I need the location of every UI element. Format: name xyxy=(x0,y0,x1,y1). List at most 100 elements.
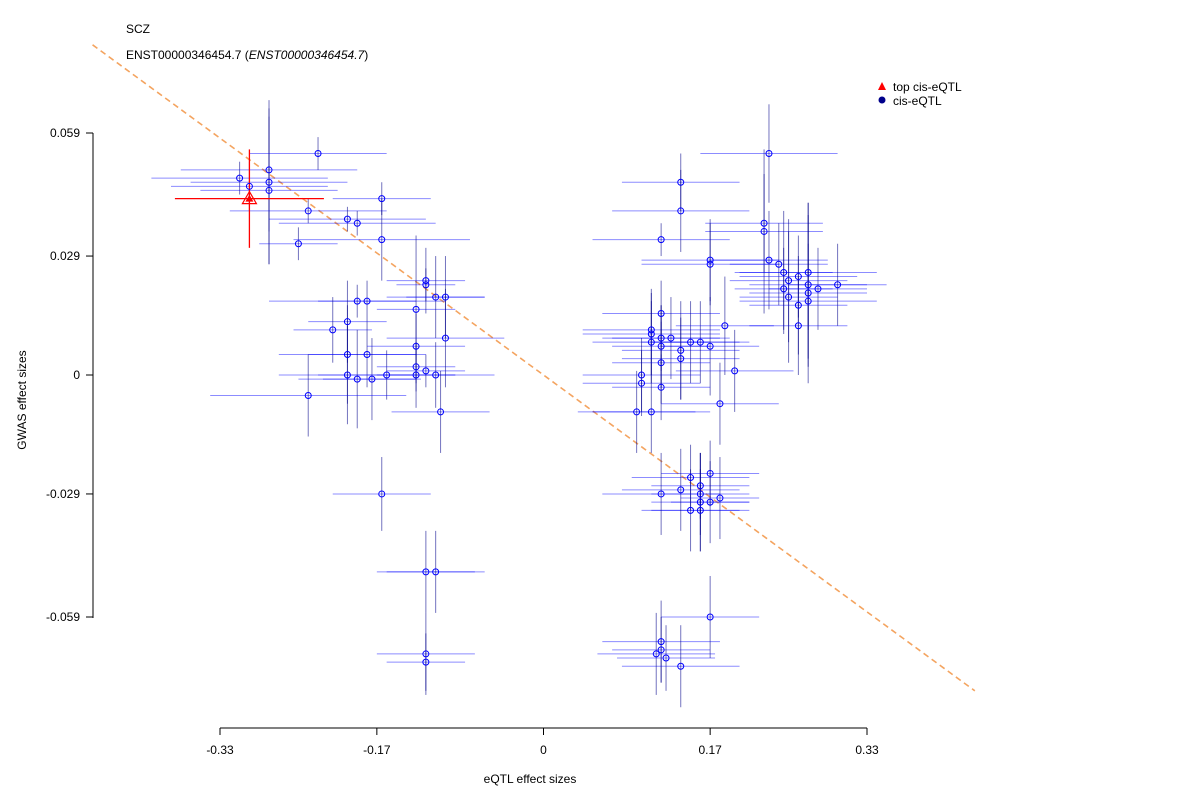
cis-eqtl-point xyxy=(378,490,386,498)
cis-eqtl-point xyxy=(441,334,449,342)
cis-eqtl-point xyxy=(706,469,714,477)
cis-eqtl-point xyxy=(760,219,768,227)
cis-eqtl-point xyxy=(804,297,812,305)
cis-eqtl-point xyxy=(765,150,773,158)
cis-eqtl-point xyxy=(265,166,273,174)
cis-eqtl-point xyxy=(794,322,802,330)
cis-eqtl-point xyxy=(422,658,430,666)
cis-eqtl-point xyxy=(265,186,273,194)
cis-eqtl-point xyxy=(696,506,704,514)
cis-eqtl-point xyxy=(353,375,361,383)
cis-eqtl-point xyxy=(378,236,386,244)
cis-eqtl-point xyxy=(422,650,430,658)
cis-eqtl-point xyxy=(657,638,665,646)
cis-eqtl-point xyxy=(814,285,822,293)
x-tick-label: 0.17 xyxy=(698,743,722,757)
cis-eqtl-point xyxy=(412,371,420,379)
cis-eqtl-point xyxy=(647,338,655,346)
cis-eqtl-point xyxy=(294,240,302,248)
cis-eqtl-point xyxy=(432,371,440,379)
cis-eqtl-point xyxy=(422,277,430,285)
cis-eqtl-point xyxy=(687,474,695,482)
cis-eqtl-point xyxy=(236,174,244,182)
cis-eqtl-point xyxy=(716,400,724,408)
cis-eqtl-point xyxy=(657,334,665,342)
cis-eqtl-point xyxy=(706,260,714,268)
cis-eqtl-point xyxy=(696,490,704,498)
y-tick-label: -0.029 xyxy=(46,487,80,501)
error-bars-layer xyxy=(151,100,887,708)
cis-eqtl-point xyxy=(314,150,322,158)
cis-eqtl-point xyxy=(804,289,812,297)
cis-eqtl-point xyxy=(662,654,670,662)
cis-eqtl-point xyxy=(353,219,361,227)
x-tick-label: 0.33 xyxy=(855,743,879,757)
legend-label-cis-eqtl: cis-eQTL xyxy=(893,94,942,108)
cis-eqtl-point xyxy=(677,355,685,363)
cis-eqtl-point xyxy=(706,342,714,350)
cis-eqtl-point xyxy=(647,408,655,416)
cis-eqtl-point xyxy=(647,330,655,338)
cis-eqtl-point xyxy=(638,371,646,379)
cis-eqtl-point xyxy=(706,256,714,264)
cis-eqtl-point xyxy=(343,350,351,358)
cis-eqtl-point xyxy=(780,268,788,276)
legend-item-cis-eqtl: cis-eQTL xyxy=(878,94,942,108)
cis-eqtl-point xyxy=(304,207,312,215)
chart-title: SCZ xyxy=(126,22,150,36)
cis-eqtl-point xyxy=(432,568,440,576)
cis-eqtl-point xyxy=(657,383,665,391)
legend-circle-icon xyxy=(878,96,886,104)
cis-eqtl-point xyxy=(363,350,371,358)
cis-eqtl-point xyxy=(343,371,351,379)
cis-eqtl-point xyxy=(353,297,361,305)
cis-eqtl-point xyxy=(677,346,685,354)
cis-eqtl-point xyxy=(441,293,449,301)
legend-item-top-cis-eqtl: top cis-eQTL xyxy=(878,80,962,94)
y-axis-label: GWAS effect sizes xyxy=(15,350,29,449)
x-tick-label: 0 xyxy=(540,743,547,757)
cis-eqtl-point xyxy=(368,375,376,383)
x-axis: -0.33 -0.17 0 0.17 0.33 xyxy=(206,727,879,757)
y-tick-label: 0 xyxy=(73,368,80,382)
legend: top cis-eQTL cis-eQTL xyxy=(878,80,962,108)
cis-eqtl-point xyxy=(265,178,273,186)
cis-eqtl-point xyxy=(412,305,420,313)
cis-eqtl-point xyxy=(304,392,312,400)
y-tick-label: 0.059 xyxy=(50,126,80,140)
cis-eqtl-point xyxy=(804,281,812,289)
cis-eqtl-point xyxy=(638,379,646,387)
x-ticks: -0.33 -0.17 0 0.17 0.33 xyxy=(206,728,879,757)
cis-eqtl-point xyxy=(765,256,773,264)
cis-eqtl-point xyxy=(437,408,445,416)
y-tick-label: 0.029 xyxy=(50,249,80,263)
cis-eqtl-point xyxy=(780,285,788,293)
cis-eqtl-point xyxy=(647,326,655,334)
cis-eqtl-point xyxy=(677,207,685,215)
cis-eqtl-point xyxy=(834,281,842,289)
cis-eqtl-point xyxy=(422,367,430,375)
cis-eqtl-point xyxy=(785,293,793,301)
cis-eqtl-point xyxy=(422,281,430,289)
top-cis-eqtl-point xyxy=(241,190,258,205)
cis-eqtl-point xyxy=(696,338,704,346)
cis-eqtl-point xyxy=(804,268,812,276)
cis-eqtl-point xyxy=(696,498,704,506)
cis-eqtl-point xyxy=(633,408,641,416)
cis-eqtl-point xyxy=(721,322,729,330)
points-layer xyxy=(236,150,842,670)
cis-eqtl-point xyxy=(794,301,802,309)
x-axis-label: eQTL effect sizes xyxy=(484,772,577,786)
cis-eqtl-point xyxy=(731,367,739,375)
cis-eqtl-point xyxy=(794,273,802,281)
chart-subtitle-main: ENST00000346454.7 xyxy=(126,48,242,62)
cis-eqtl-point xyxy=(677,662,685,670)
cis-eqtl-point xyxy=(677,178,685,186)
cis-eqtl-point xyxy=(412,342,420,350)
subtitle-close-paren: ) xyxy=(364,48,368,62)
fit-line-layer xyxy=(92,44,976,692)
legend-triangle-icon xyxy=(878,82,886,90)
cis-eqtl-point xyxy=(657,309,665,317)
cis-eqtl-point xyxy=(657,236,665,244)
